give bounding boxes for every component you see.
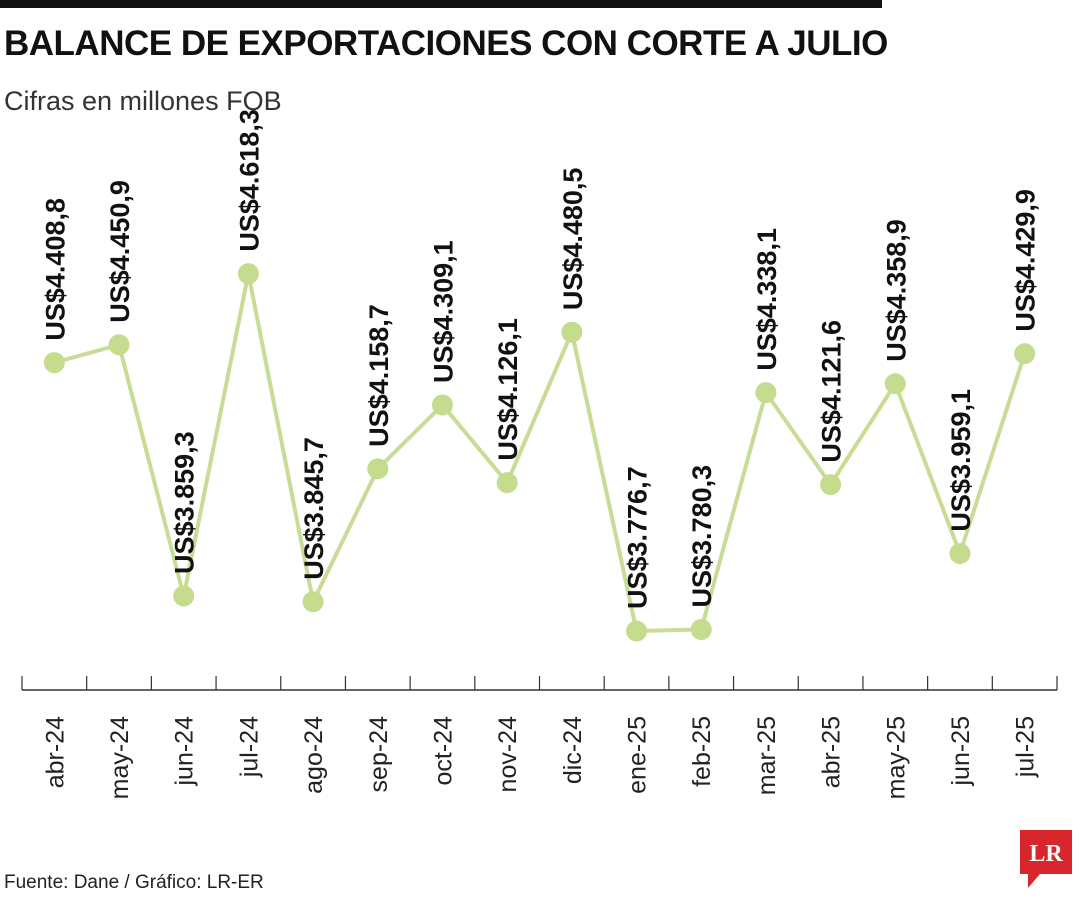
data-label: US$4.408,8: [40, 198, 70, 341]
data-label: US$4.480,5: [558, 168, 588, 311]
data-label: US$4.338,1: [752, 228, 782, 371]
x-tick-label: ago-24: [300, 716, 328, 794]
data-label: US$3.845,7: [299, 437, 329, 580]
x-tick-label: mar-25: [753, 716, 781, 795]
data-point: [302, 591, 324, 613]
data-points: [43, 263, 1036, 642]
data-label: US$3.859,3: [170, 431, 200, 574]
data-point: [431, 394, 453, 416]
top-rule: [0, 0, 882, 8]
logo-text: LR: [1029, 841, 1063, 867]
chart-subtitle: Cifras en millones FOB: [4, 86, 282, 116]
data-label: US$4.429,9: [1011, 189, 1041, 332]
data-point: [237, 263, 259, 285]
x-tick-label: jul-25: [1012, 716, 1040, 778]
lr-logo: LR: [1020, 830, 1072, 888]
x-tick-labels: abr-24 may-24 jun-24 jul-24 ago-24 sep-24 oct-…: [41, 716, 1039, 799]
data-point: [884, 373, 906, 395]
x-tick-label: ene-25: [624, 716, 652, 794]
series-line-layer: [53, 271, 1027, 634]
data-label: US$4.450,9: [105, 180, 135, 323]
x-tick-label: jun-24: [171, 716, 199, 787]
x-tick-label: feb-25: [688, 716, 716, 787]
data-label: US$3.776,7: [623, 466, 653, 609]
data-label: US$4.358,9: [881, 219, 911, 362]
series-line: [53, 271, 1027, 634]
data-labels: US$4.408,8 US$4.450,9 US$3.859,3 US$4.618,3…: [40, 109, 1040, 609]
data-point: [755, 382, 777, 404]
data-label: US$4.121,6: [817, 320, 847, 463]
data-point: [173, 585, 195, 607]
x-axis: [21, 676, 1058, 691]
x-tick-label: abr-24: [41, 716, 69, 788]
data-point: [690, 618, 712, 640]
data-point: [108, 334, 130, 356]
data-label: US$3.780,3: [687, 465, 717, 608]
data-label: US$3.959,1: [946, 389, 976, 532]
data-label: US$4.618,3: [234, 109, 264, 252]
chart-title: BALANCE DE EXPORTACIONES CON CORTE A JUL…: [4, 24, 888, 63]
x-tick-label: sep-24: [365, 716, 393, 793]
data-point: [561, 321, 583, 343]
data-point: [820, 474, 842, 496]
data-point: [1014, 343, 1036, 365]
data-point: [496, 472, 518, 494]
x-tick-label: jun-25: [947, 716, 975, 787]
x-tick-label: jul-24: [235, 716, 263, 778]
x-tick-label: may-24: [106, 716, 134, 799]
data-label: US$4.126,1: [493, 318, 523, 461]
x-tick-label: oct-24: [429, 716, 457, 786]
source-note: Fuente: Dane / Gráfico: LR-ER: [4, 872, 264, 893]
data-label: US$4.158,7: [364, 304, 394, 447]
x-tick-label: dic-24: [559, 716, 587, 784]
data-label: US$4.309,1: [428, 240, 458, 383]
x-tick-label: nov-24: [494, 716, 522, 793]
x-tick-label: abr-25: [818, 716, 846, 788]
data-point: [949, 543, 971, 565]
x-tick-label: may-25: [882, 716, 910, 799]
data-point: [626, 620, 648, 642]
data-point: [367, 458, 389, 480]
data-point: [43, 352, 65, 374]
